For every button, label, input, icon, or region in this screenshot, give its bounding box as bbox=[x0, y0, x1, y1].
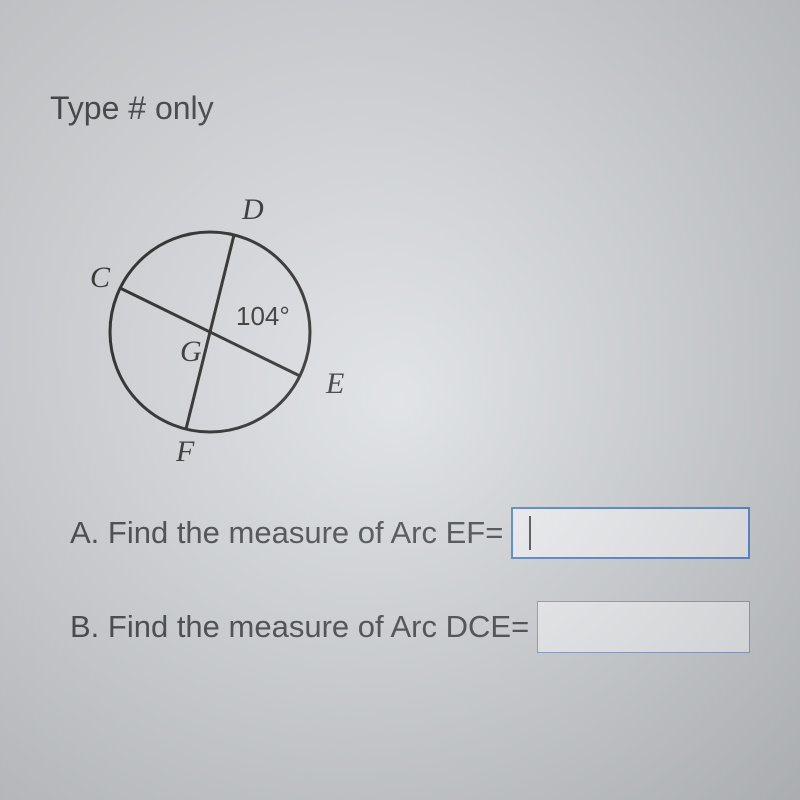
label-d: D bbox=[241, 193, 264, 226]
label-e: E bbox=[325, 367, 344, 400]
answer-input-dce[interactable] bbox=[537, 601, 750, 653]
question-b-row: B. Find the measure of Arc DCE= bbox=[70, 601, 750, 653]
worksheet-page: Type # only D C E F G 104° A. Find the m… bbox=[0, 0, 800, 800]
question-a-row: A. Find the measure of Arc EF= bbox=[70, 507, 750, 559]
label-c: C bbox=[90, 261, 111, 294]
circle-diagram: D C E F G 104° bbox=[50, 157, 370, 477]
question-b-text: B. Find the measure of Arc DCE= bbox=[70, 609, 529, 645]
label-g: G bbox=[180, 335, 202, 368]
label-f: F bbox=[175, 435, 195, 468]
angle-104: 104° bbox=[236, 301, 290, 331]
question-a-text: A. Find the measure of Arc EF= bbox=[70, 515, 503, 551]
text-cursor-icon bbox=[529, 516, 531, 550]
instruction-text: Type # only bbox=[50, 90, 750, 127]
answer-input-ef[interactable] bbox=[511, 507, 750, 559]
